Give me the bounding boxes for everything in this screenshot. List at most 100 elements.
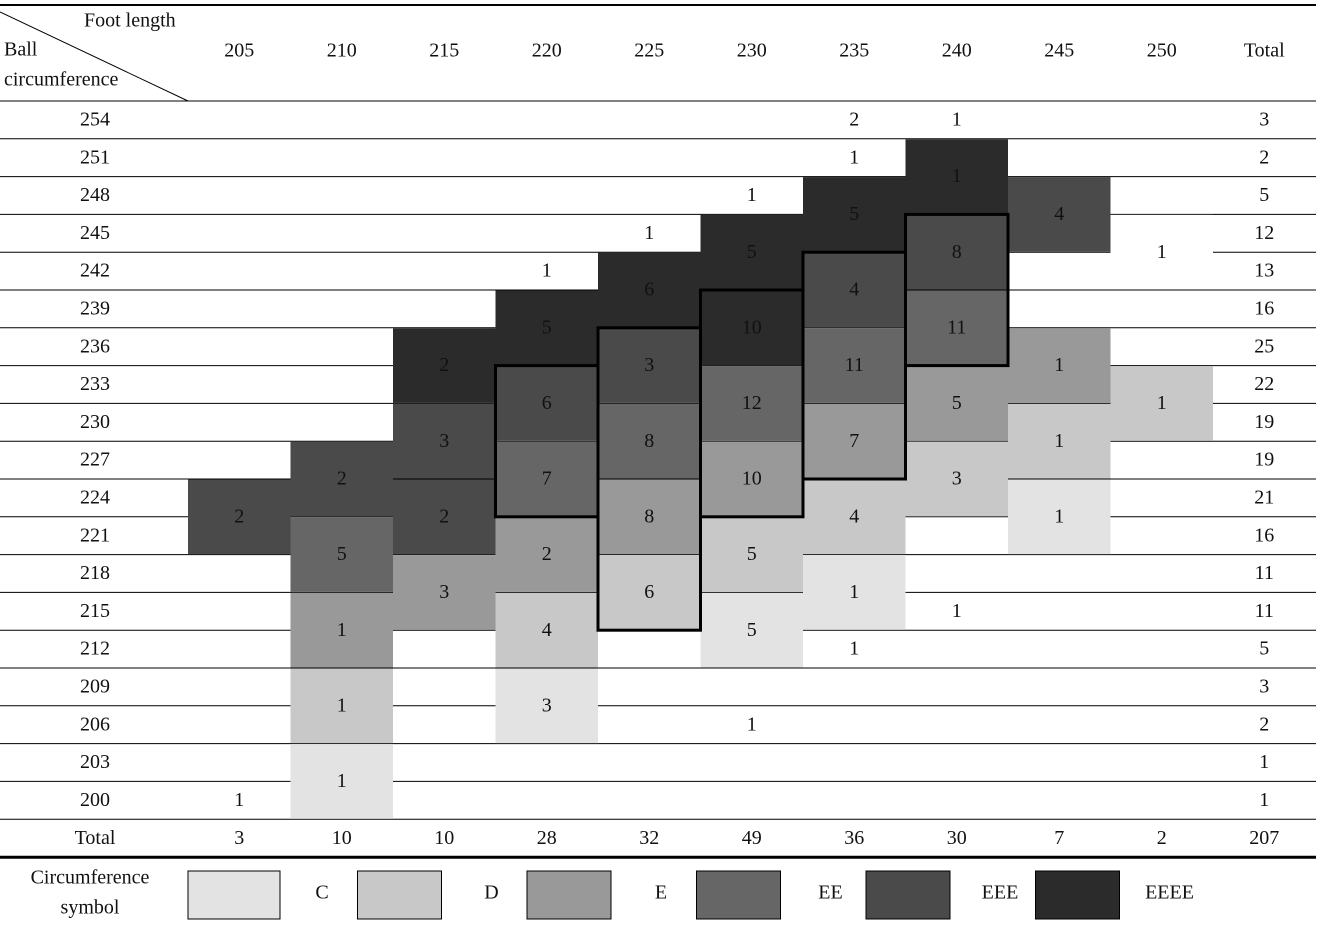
row-total: 13	[1254, 260, 1274, 282]
cell-fill	[290, 668, 393, 744]
cell-value: 2	[234, 505, 244, 527]
legend-label: E	[655, 882, 667, 904]
corner-left: circumference	[4, 69, 118, 91]
cell-value: 7	[542, 468, 552, 490]
cell-fill	[905, 139, 1008, 214]
cell-value: 3	[439, 430, 449, 452]
row-header: 203	[80, 751, 110, 773]
cell-value: 3	[952, 468, 962, 490]
cell-fill	[495, 668, 598, 744]
cell-value: 3	[542, 694, 552, 716]
cell-value: 2	[849, 108, 859, 130]
cell-fill	[1008, 479, 1111, 555]
cell-fill	[803, 252, 906, 328]
cell-fill	[598, 479, 701, 555]
cell-fill	[598, 403, 701, 479]
cell-fill	[803, 555, 906, 630]
column-total: 32	[639, 827, 659, 849]
cell-fill	[700, 214, 803, 290]
row-header: 206	[80, 713, 110, 735]
highlight-box	[904, 212, 1010, 368]
cell-value: 6	[542, 392, 552, 414]
total-label: Total	[75, 827, 116, 849]
row-total: 11	[1255, 600, 1274, 622]
cell-fill	[803, 479, 906, 555]
cell-value: 5	[747, 543, 757, 565]
cell-value: 1	[952, 108, 962, 130]
cell-fill	[290, 744, 393, 819]
row-header: 248	[80, 184, 110, 206]
cell-value: 1	[337, 619, 347, 641]
cell-value: 8	[644, 505, 654, 527]
column-header: 225	[634, 40, 664, 62]
row-header: 251	[80, 146, 110, 168]
row-header: 245	[80, 222, 110, 244]
row-header: 230	[80, 411, 110, 433]
cell-fill	[188, 479, 291, 555]
cell-fill	[598, 555, 701, 630]
cell-value: 10	[742, 468, 762, 490]
row-total: 2	[1259, 713, 1269, 735]
cell-value: 1	[747, 713, 757, 735]
cell-value: 1	[337, 770, 347, 792]
cell-fill	[393, 479, 496, 555]
cell-fill	[290, 441, 393, 517]
cell-value: 4	[849, 505, 859, 527]
column-total: 3	[234, 827, 244, 849]
column-header: 230	[737, 40, 767, 62]
cell-value: 4	[1054, 203, 1064, 225]
legend-label: EEEE	[1145, 882, 1194, 904]
row-total: 16	[1254, 297, 1274, 319]
cell-fill	[803, 403, 906, 479]
cell-value: 1	[1054, 505, 1064, 527]
cell-value: 5	[747, 619, 757, 641]
cell-value: 1	[337, 694, 347, 716]
cell-value: 11	[947, 316, 966, 338]
legend-title: symbol	[61, 897, 120, 919]
column-header: Total	[1244, 40, 1285, 62]
cell-value: 1	[1157, 241, 1167, 263]
row-total: 2	[1259, 146, 1269, 168]
cell-value: 4	[849, 279, 859, 301]
cell-fill	[1008, 328, 1111, 403]
column-header: 220	[532, 40, 562, 62]
row-total: 5	[1259, 638, 1269, 660]
cell-fill	[905, 214, 1008, 290]
cell-fill	[598, 252, 701, 328]
row-total: 5	[1259, 184, 1269, 206]
cell-fill	[905, 290, 1008, 366]
cell-fill	[1008, 403, 1111, 479]
cell-value: 1	[1054, 354, 1064, 376]
corner-top: Foot length	[84, 10, 176, 32]
row-header: 254	[80, 108, 110, 130]
cell-value: 1	[952, 165, 962, 187]
cell-value: 12	[742, 392, 762, 414]
legend-swatch	[865, 870, 951, 920]
row-header: 200	[80, 789, 110, 811]
column-total: 30	[947, 827, 967, 849]
row-header: 239	[80, 297, 110, 319]
legend-title: Circumference	[31, 867, 150, 889]
row-header: 233	[80, 373, 110, 395]
column-total: 10	[434, 827, 454, 849]
row-total: 16	[1254, 524, 1274, 546]
cell-value: 2	[439, 354, 449, 376]
column-total: 36	[844, 827, 864, 849]
column-total: 10	[332, 827, 352, 849]
cell-value: 8	[952, 241, 962, 263]
row-total: 22	[1254, 373, 1274, 395]
row-total: 1	[1259, 789, 1269, 811]
row-total: 3	[1259, 108, 1269, 130]
cell-value: 3	[644, 354, 654, 376]
cell-fill	[495, 441, 598, 517]
cell-value: 7	[849, 430, 859, 452]
cell-value: 5	[952, 392, 962, 414]
grand-total: 207	[1249, 827, 1279, 849]
row-total: 3	[1259, 675, 1269, 697]
cell-fill	[803, 328, 906, 403]
row-total: 19	[1254, 411, 1274, 433]
row-header: 212	[80, 638, 110, 660]
column-total: 2	[1157, 827, 1167, 849]
cell-fill	[700, 592, 803, 668]
